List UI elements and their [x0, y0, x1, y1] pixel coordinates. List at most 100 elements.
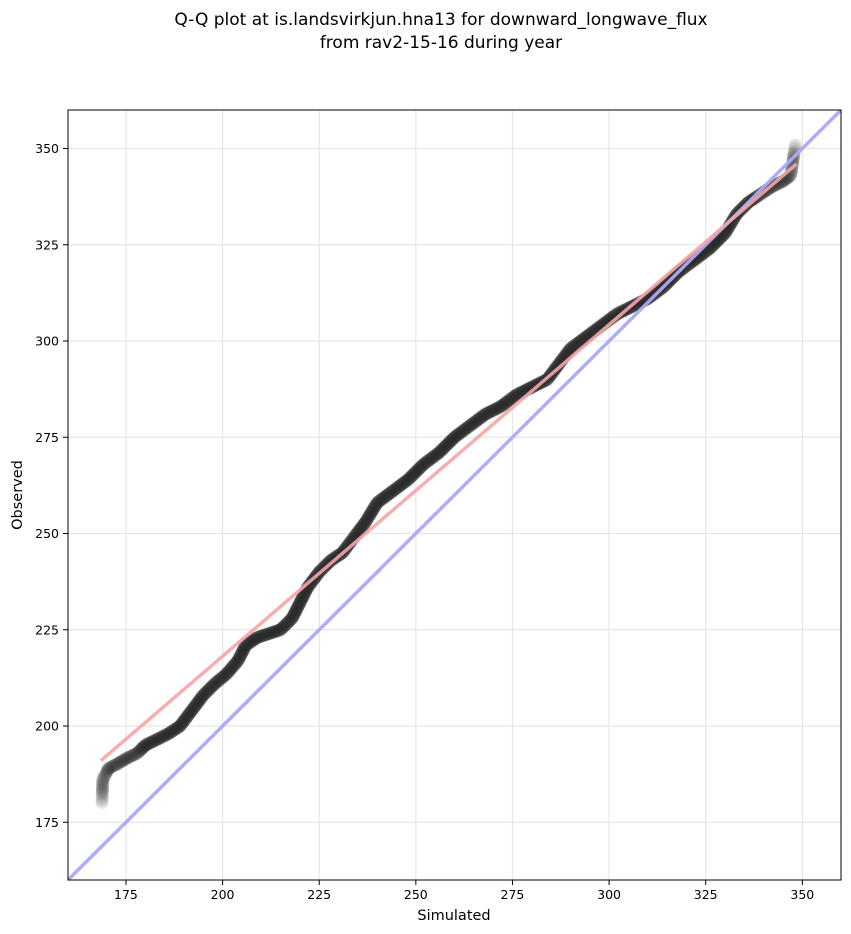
quantile-point [223, 663, 237, 677]
quantile-point [495, 398, 509, 412]
quantile-point [95, 784, 109, 798]
quantile-point [125, 749, 139, 763]
quantile-point [222, 665, 236, 679]
quantile-point [396, 476, 410, 490]
quantile-point [116, 753, 130, 767]
quantile-point [356, 519, 370, 533]
quantile-point [123, 750, 137, 764]
quantile-point [185, 704, 199, 718]
quantile-point [239, 638, 253, 652]
quantile-point [269, 624, 283, 638]
quantile-point [182, 707, 196, 721]
quantile-point [159, 728, 173, 742]
quantile-point [96, 773, 110, 787]
quantile-point [569, 338, 583, 352]
quantile-point [367, 501, 381, 515]
quantile-point [788, 139, 802, 153]
quantile-point [492, 400, 506, 414]
y-axis-label: Observed [10, 460, 26, 530]
quantile-point [463, 419, 477, 433]
quantile-point [221, 666, 235, 680]
quantile-point [788, 138, 802, 152]
quantile-point [526, 380, 540, 393]
quantile-point [278, 618, 292, 632]
quantile-point [392, 479, 406, 493]
quantile-point [192, 693, 206, 707]
y-tick-label: 275 [35, 430, 59, 445]
quantile-point [687, 253, 701, 267]
quantile-point [161, 727, 175, 741]
quantile-point [102, 761, 116, 775]
quantile-point [361, 511, 375, 525]
quantile-point [552, 357, 566, 371]
quantile-point [408, 466, 422, 480]
quantile-point [294, 593, 308, 607]
quantile-point [177, 714, 191, 728]
quantile-point [551, 358, 565, 372]
quantile-point [483, 405, 497, 419]
quantile-point [95, 796, 109, 810]
quantile-point [478, 407, 492, 421]
quantile-point [630, 297, 644, 311]
quantile-point [467, 416, 481, 430]
quantile-point [364, 505, 378, 519]
quantile-point [287, 607, 301, 621]
quantile-point [180, 710, 194, 724]
quantile-point [409, 465, 423, 479]
quantile-point [100, 764, 114, 778]
quantile-point [365, 504, 379, 518]
quantile-point [193, 692, 207, 706]
quantile-point [262, 627, 276, 641]
quantile-point [207, 678, 221, 692]
quantile-point [232, 651, 246, 665]
quantile-point [418, 456, 432, 470]
quantile-point [133, 744, 147, 758]
quantile-point [368, 500, 382, 514]
quantile-point [213, 672, 227, 686]
quantile-point [235, 647, 249, 661]
y-tick-label: 250 [35, 526, 59, 541]
quantile-point [173, 719, 187, 733]
y-tick-label: 200 [35, 719, 59, 734]
quantile-point [415, 458, 429, 472]
y-tick-label: 350 [35, 141, 59, 156]
quantile-point [95, 786, 109, 800]
quantile-point [403, 470, 417, 484]
quantile-point [206, 679, 220, 693]
quantile-point [154, 730, 168, 744]
quantile-point [129, 747, 143, 761]
quantile-point [208, 677, 222, 691]
quantile-point [354, 521, 368, 535]
chart-title-line-1: Q-Q plot at is.landsvirkjun.hna13 for do… [174, 10, 707, 30]
quantile-point [128, 747, 142, 761]
quantile-point [226, 660, 240, 674]
quantile-point [504, 392, 518, 406]
quantile-point [458, 423, 472, 437]
quantile-point [271, 624, 285, 638]
quantile-point [498, 397, 512, 411]
quantile-point [265, 626, 279, 640]
quantile-point [165, 724, 179, 738]
quantile-point [379, 489, 393, 503]
quantile-point [113, 755, 127, 769]
quantile-point [550, 360, 564, 374]
quantile-point [449, 429, 463, 443]
quantile-point [360, 512, 374, 526]
x-tick-label: 200 [211, 887, 235, 902]
quantile-point [147, 734, 161, 748]
quantile-point [290, 601, 304, 615]
quantile-point [419, 455, 433, 469]
quantile-point [375, 492, 389, 506]
y-tick-label: 225 [35, 622, 59, 637]
quantile-point [480, 406, 494, 420]
quantile-point [291, 599, 305, 613]
quantile-point [229, 656, 243, 670]
x-tick-label: 325 [694, 887, 718, 902]
quantile-point [204, 680, 218, 694]
quantile-point [237, 642, 251, 656]
quantile-point [410, 464, 424, 478]
quantile-point [282, 615, 296, 629]
quantile-point [370, 496, 384, 510]
quantile-point [140, 738, 154, 752]
